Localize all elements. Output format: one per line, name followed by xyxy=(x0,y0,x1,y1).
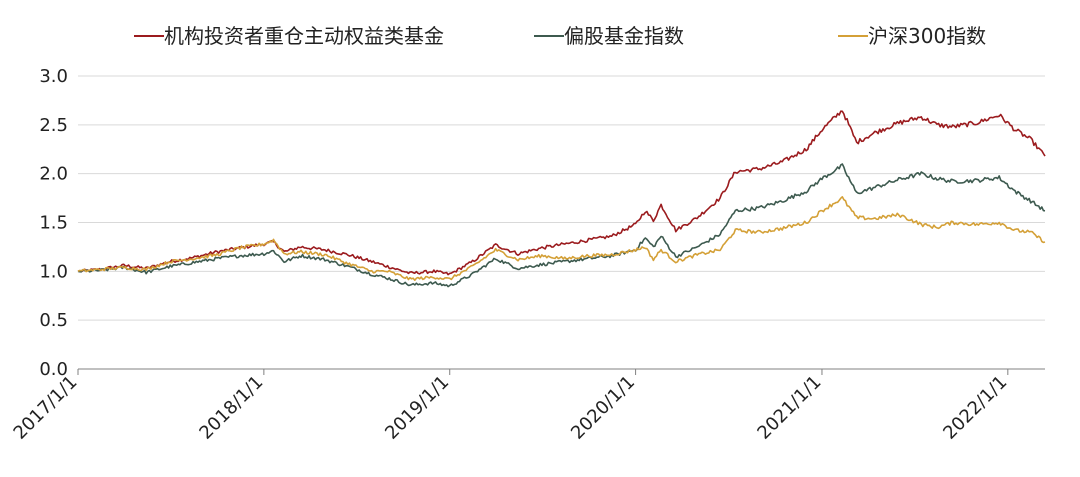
series-line-1 xyxy=(77,110,1046,276)
legend-label: 机构投资者重仓主动权益类基金 xyxy=(164,24,444,48)
x-tick-label: 2018/1/1 xyxy=(195,372,267,444)
x-tick-label: 2022/1/1 xyxy=(939,372,1011,444)
y-tick-label: 1.5 xyxy=(39,213,68,234)
series-line-2 xyxy=(77,163,1046,288)
legend: 机构投资者重仓主动权益类基金 偏股基金指数 沪深300指数 xyxy=(134,24,986,48)
y-axis: 0.0 0.5 1.0 1.5 2.0 2.5 3.0 xyxy=(39,66,68,380)
legend-label: 偏股基金指数 xyxy=(564,24,684,48)
y-tick-label: 0.5 xyxy=(39,310,68,331)
x-tick-label: 2021/1/1 xyxy=(753,372,825,444)
x-tick-label: 2019/1/1 xyxy=(381,372,453,444)
x-tick-label: 2020/1/1 xyxy=(567,372,639,444)
x-tick-label: 2017/1/1 xyxy=(10,372,82,444)
y-tick-label: 2.0 xyxy=(39,164,68,185)
series-line-3 xyxy=(77,196,1046,281)
grid-lines xyxy=(78,75,1045,370)
series-layer xyxy=(77,110,1046,288)
y-tick-label: 0.0 xyxy=(39,359,68,380)
x-axis: 2017/1/1 2018/1/1 2019/1/1 2020/1/1 2021/1/1… xyxy=(10,369,1011,444)
y-tick-label: 1.0 xyxy=(39,261,68,282)
y-tick-label: 2.5 xyxy=(39,115,68,136)
legend-label: 沪深300指数 xyxy=(868,24,986,48)
y-tick-label: 3.0 xyxy=(39,66,68,87)
